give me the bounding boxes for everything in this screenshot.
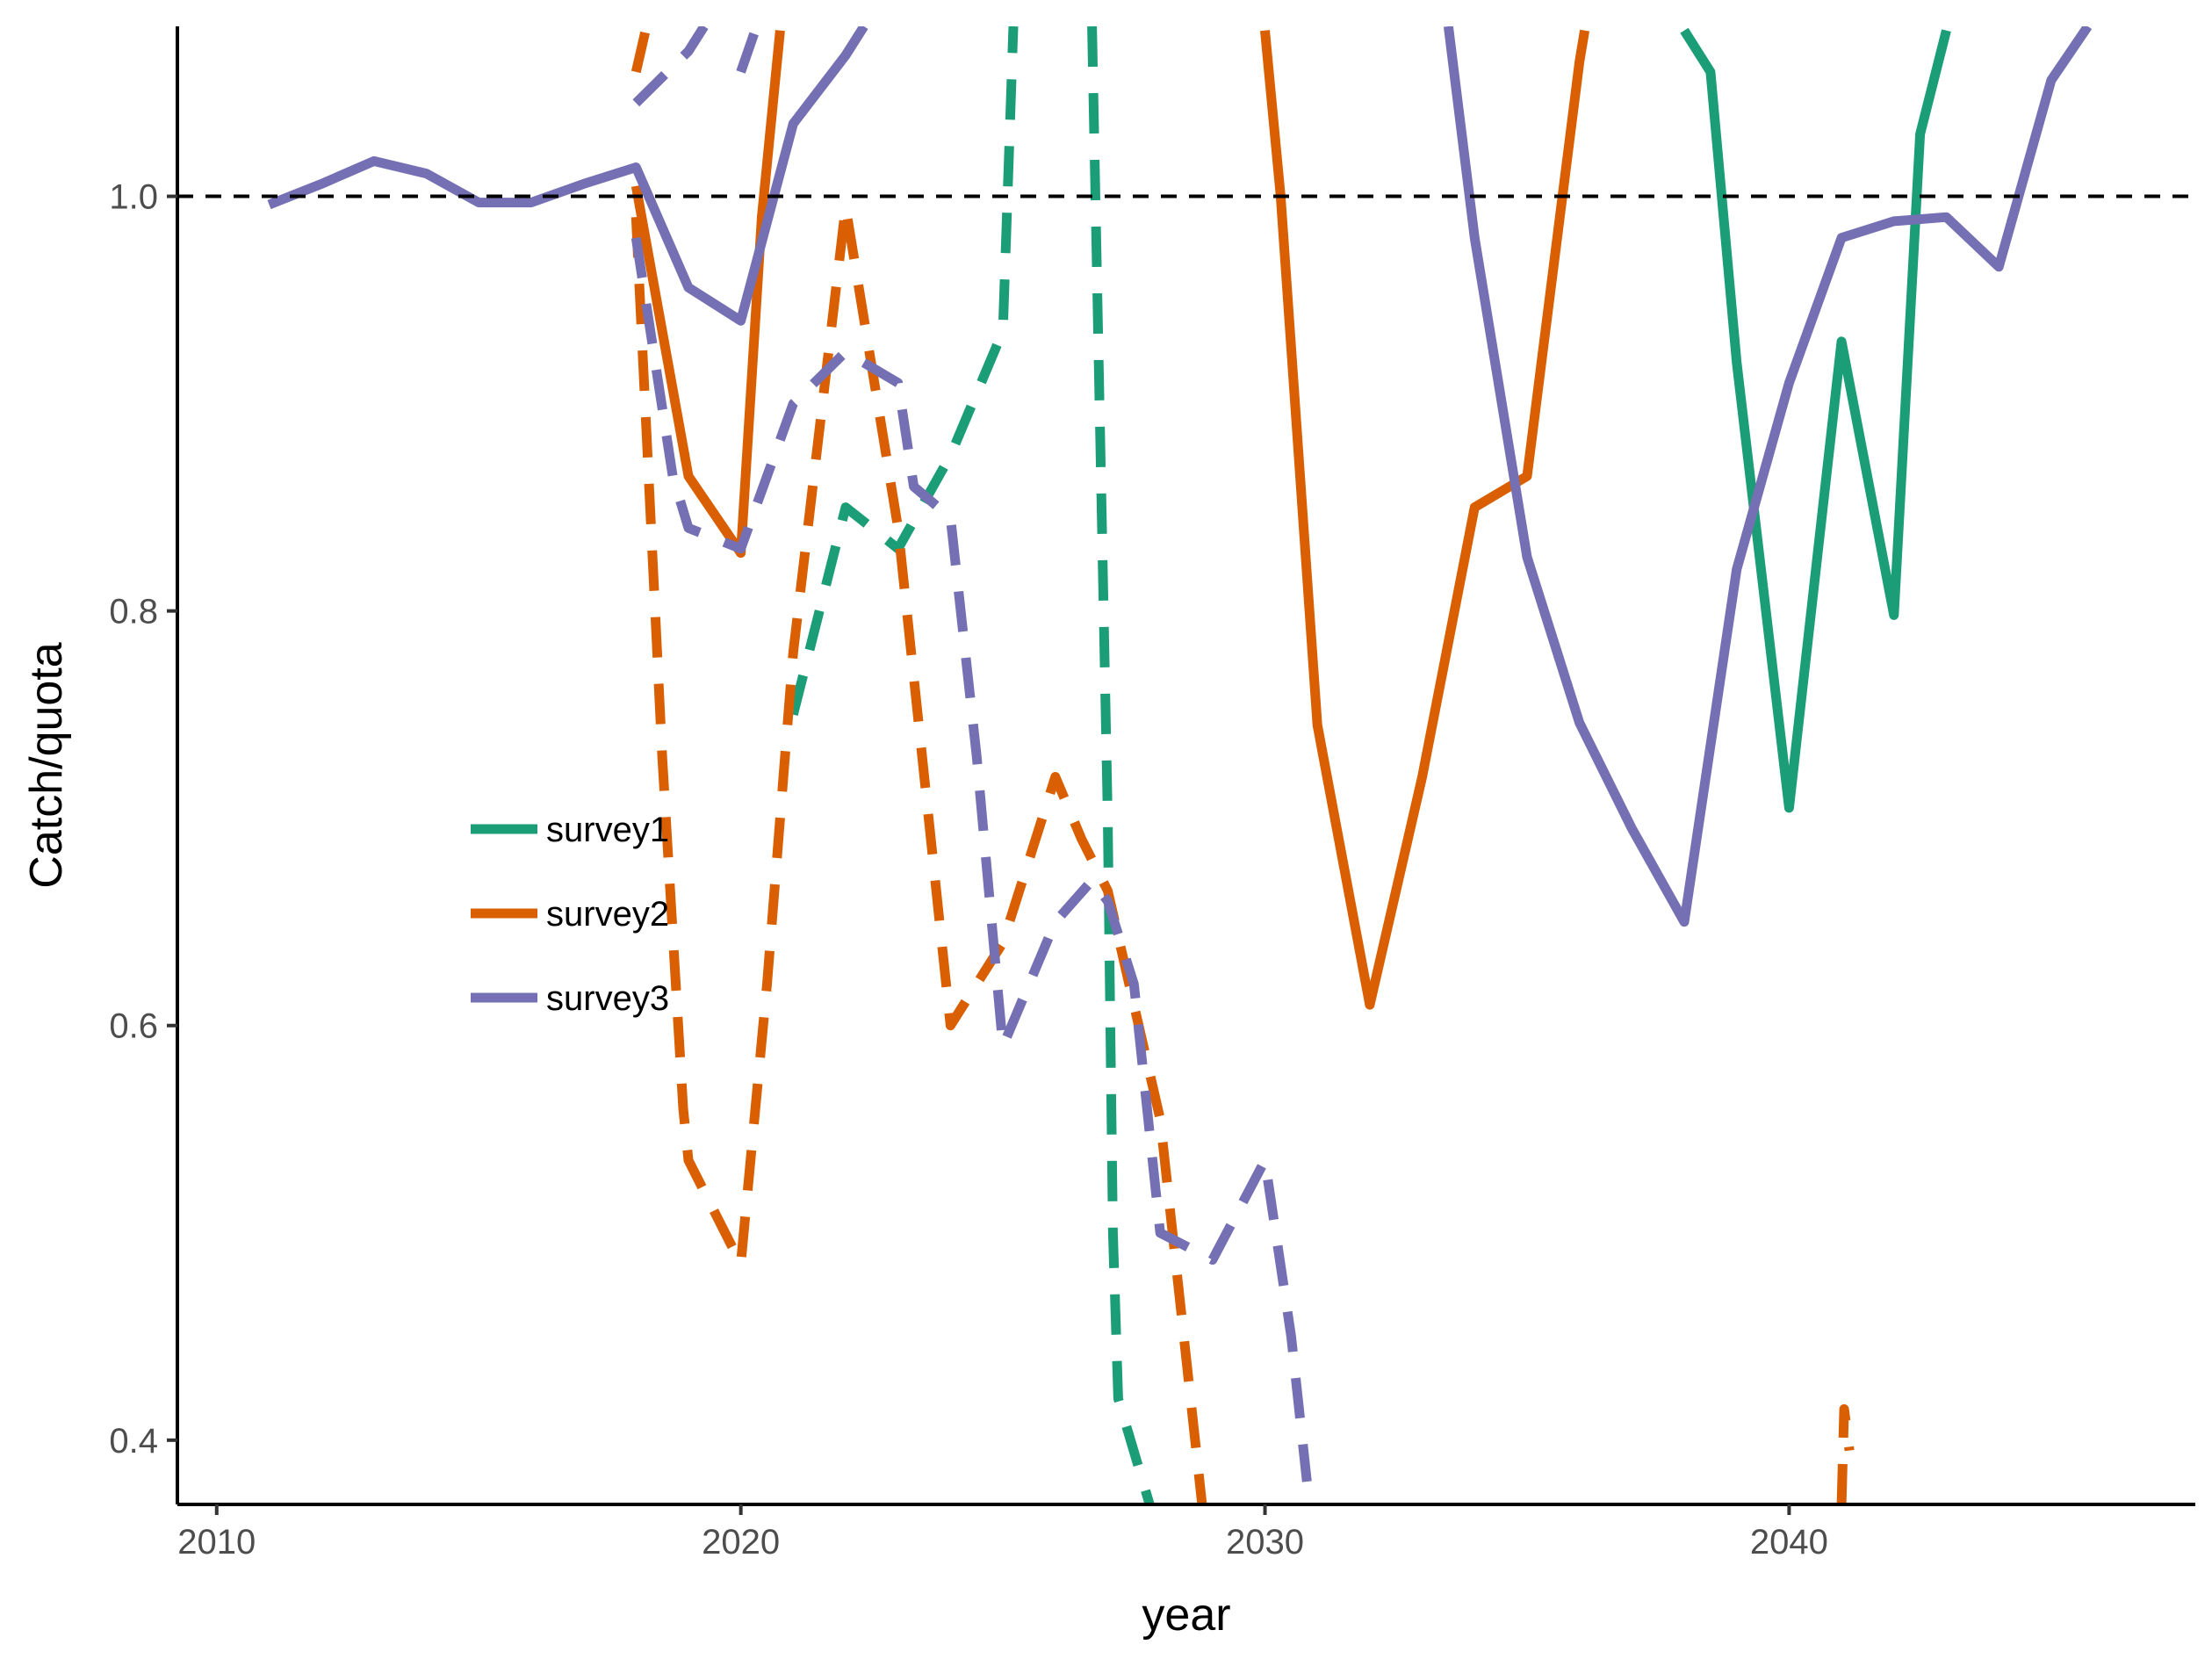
y-axis-title: Catch/quota <box>21 642 72 888</box>
series-line-survey1-dashed-5 <box>788 26 1019 717</box>
y-tick-label: 1.0 <box>109 178 158 217</box>
series-line-survey1-dashed-6 <box>1087 26 1155 1504</box>
y-axis-ticks: 0.4 0.6 0.8 1.0 <box>109 178 177 1461</box>
x-tick-label: 2030 <box>1226 1523 1304 1562</box>
series-line-survey3-dashed-11 <box>736 26 761 74</box>
series-line-survey3-dashed-10 <box>632 26 709 107</box>
y-tick-label: 0.8 <box>109 593 158 631</box>
legend-label-survey1: survey1 <box>546 811 669 849</box>
legend: survey1 survey2 survey3 <box>471 811 669 1018</box>
y-tick-label: 0.4 <box>109 1422 158 1461</box>
x-axis-title: year <box>1142 1590 1230 1641</box>
series-line-survey2-dashed-9 <box>1836 1403 1855 1504</box>
x-tick-label: 2040 <box>1750 1523 1828 1562</box>
series-line-survey3-solid-4 <box>1443 26 2093 927</box>
series-layer <box>267 26 2093 1504</box>
y-tick-label: 0.6 <box>109 1007 158 1046</box>
series-line-survey1-solid-0 <box>1680 27 1951 813</box>
series-line-survey2-solid-2 <box>1260 29 1590 1010</box>
legend-label-survey3: survey3 <box>546 979 669 1018</box>
series-line-survey2-dashed-7 <box>630 26 652 74</box>
legend-label-survey2: survey2 <box>546 895 669 934</box>
x-tick-label: 2020 <box>702 1523 780 1562</box>
x-tick-label: 2010 <box>177 1523 256 1562</box>
x-axis-ticks: 2010 2020 2030 2040 <box>177 1504 1828 1562</box>
series-line-survey3-solid-3 <box>267 26 868 326</box>
